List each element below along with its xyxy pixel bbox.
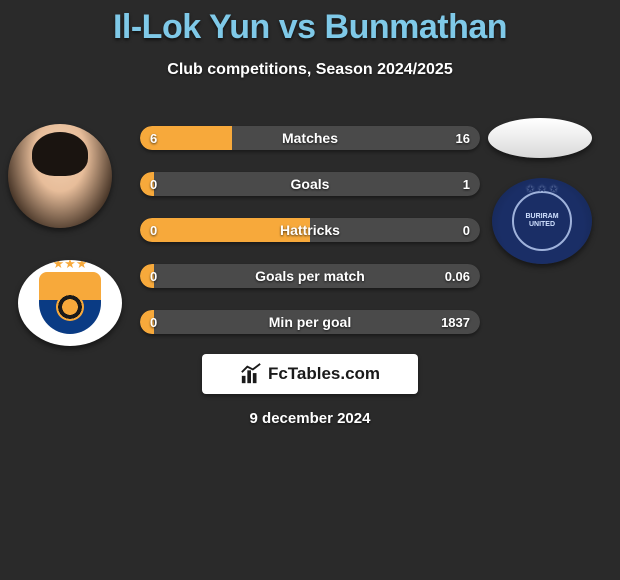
stat-row: Goals01: [140, 172, 480, 196]
buriram-badge-icon: BURIRAMUNITED: [512, 191, 572, 251]
stat-row: Goals per match00.06: [140, 264, 480, 288]
player2-club-badge: ★ ★ ★ BURIRAMUNITED: [492, 178, 592, 264]
stat-row: Min per goal01837: [140, 310, 480, 334]
stat-bar-left: [140, 218, 310, 242]
stat-bar-left: [140, 172, 154, 196]
stars-icon: ★ ★ ★: [526, 184, 558, 195]
player1-club-badge: [18, 260, 122, 346]
stat-bar-right: [154, 172, 480, 196]
footer-date: 9 december 2024: [0, 410, 620, 427]
subtitle: Club competitions, Season 2024/2025: [0, 61, 620, 79]
stat-bar-right: [154, 264, 480, 288]
stat-bar-left: [140, 126, 232, 150]
stats-bars: Matches616 Goals01 Hattricks00 Goals per ma…: [140, 126, 480, 356]
stat-bar-left: [140, 264, 154, 288]
player1-avatar: [8, 124, 112, 228]
stat-bar-right: [232, 126, 480, 150]
player2-avatar: [488, 118, 592, 158]
page-title: Il-Lok Yun vs Bunmathan: [0, 0, 620, 47]
stat-row: Matches616: [140, 126, 480, 150]
hyundai-badge-icon: [39, 272, 101, 334]
stat-bar-left: [140, 310, 154, 334]
stat-bar-right: [310, 218, 480, 242]
branding-badge: FcTables.com: [202, 354, 418, 394]
chart-icon: [240, 363, 262, 385]
stat-bar-right: [154, 310, 480, 334]
stat-row: Hattricks00: [140, 218, 480, 242]
branding-label: FcTables.com: [268, 364, 380, 384]
